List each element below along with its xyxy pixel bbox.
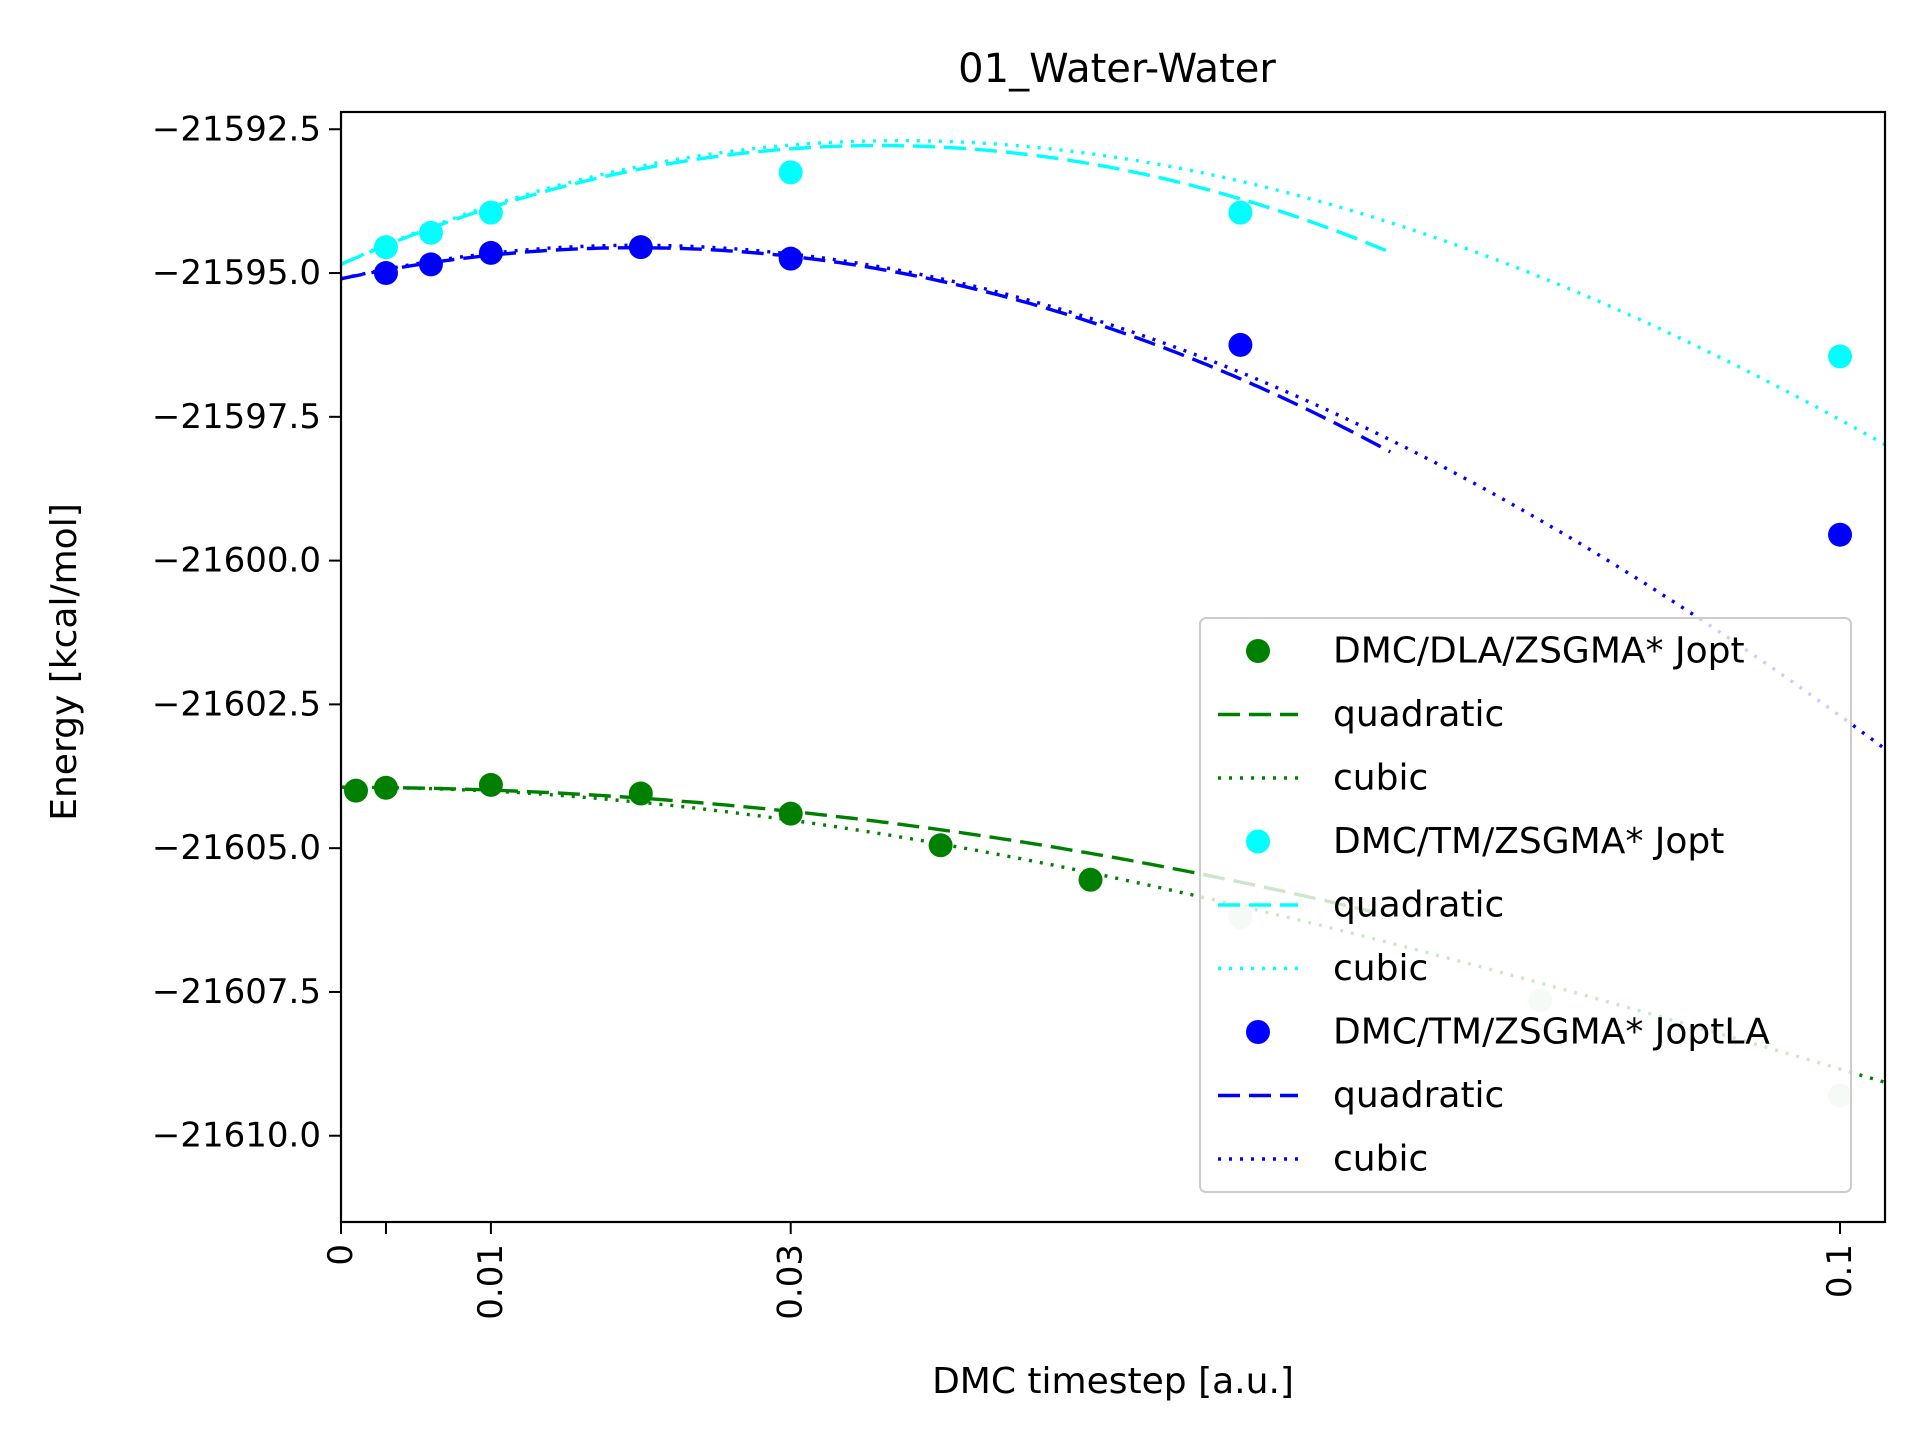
x-tick-label: 0.01	[471, 1244, 511, 1320]
data-point	[1078, 867, 1103, 892]
data-point	[778, 160, 803, 185]
cubic-fit-line	[341, 243, 1885, 751]
data-point	[373, 235, 398, 260]
y-tick-label: −21602.5	[152, 684, 321, 724]
legend-label: quadratic	[1333, 694, 1504, 735]
legend-label: DMC/DLA/ZSGMA* Jopt	[1333, 631, 1745, 672]
data-point	[1828, 344, 1853, 369]
legend-label: cubic	[1333, 948, 1428, 989]
data-point	[373, 775, 398, 800]
quadratic-fit-line	[341, 245, 1392, 454]
data-markers	[343, 160, 1853, 1108]
data-point	[628, 781, 653, 806]
x-axis-label: DMC timestep [a.u.]	[932, 1361, 1294, 1402]
data-point	[628, 235, 653, 260]
data-point	[778, 801, 803, 826]
legend-label: DMC/TM/ZSGMA* Jopt	[1333, 821, 1724, 862]
data-point	[373, 261, 398, 286]
y-tick-label: −21607.5	[152, 972, 321, 1012]
data-point	[1828, 522, 1853, 547]
data-point	[418, 220, 443, 245]
y-tick-label: −21600.0	[152, 541, 321, 581]
data-point	[478, 772, 503, 797]
x-axis-ticks: 0 0.01 0.03 0.1	[321, 1222, 1860, 1320]
x-tick-label: 0	[321, 1244, 361, 1266]
y-tick-label: −21610.0	[152, 1116, 321, 1156]
legend-label: cubic	[1333, 758, 1428, 799]
y-tick-label: −21592.5	[152, 109, 321, 149]
x-tick-label: 0.03	[771, 1244, 811, 1320]
data-point	[778, 246, 803, 271]
data-point	[1228, 200, 1253, 225]
y-tick-label: −21595.0	[152, 253, 321, 293]
legend-marker	[1246, 829, 1270, 854]
data-point	[478, 240, 503, 265]
legend-label: quadratic	[1333, 885, 1504, 926]
data-point	[418, 252, 443, 277]
data-point	[928, 833, 953, 858]
y-axis-label: Energy [kcal/mol]	[44, 503, 85, 821]
legend-label: quadratic	[1333, 1075, 1504, 1116]
data-point	[1228, 332, 1253, 357]
y-axis-ticks: −21592.5 −21595.0 −21597.5 −21600.0 −21602.5…	[152, 109, 341, 1156]
legend-label: cubic	[1333, 1139, 1428, 1180]
quadratic-fit-line	[341, 143, 1391, 266]
legend-marker	[1246, 639, 1270, 663]
data-point	[478, 200, 503, 225]
legend-box	[1199, 617, 1852, 1193]
x-tick-label: 0.1	[1820, 1244, 1860, 1298]
data-point	[343, 778, 368, 803]
axes-frame	[339, 110, 1887, 1224]
y-tick-label: −21605.0	[152, 828, 321, 868]
legend: DMC/DLA/ZSGMA* Jopt quadratic cubic DMC/TM/…	[1199, 617, 1852, 1193]
legend-marker	[1246, 1020, 1270, 1044]
y-tick-label: −21597.5	[152, 397, 321, 437]
chart-title: 01_Water-Water	[958, 46, 1276, 92]
legend-label: DMC/TM/ZSGMA* JoptLA	[1333, 1012, 1770, 1053]
